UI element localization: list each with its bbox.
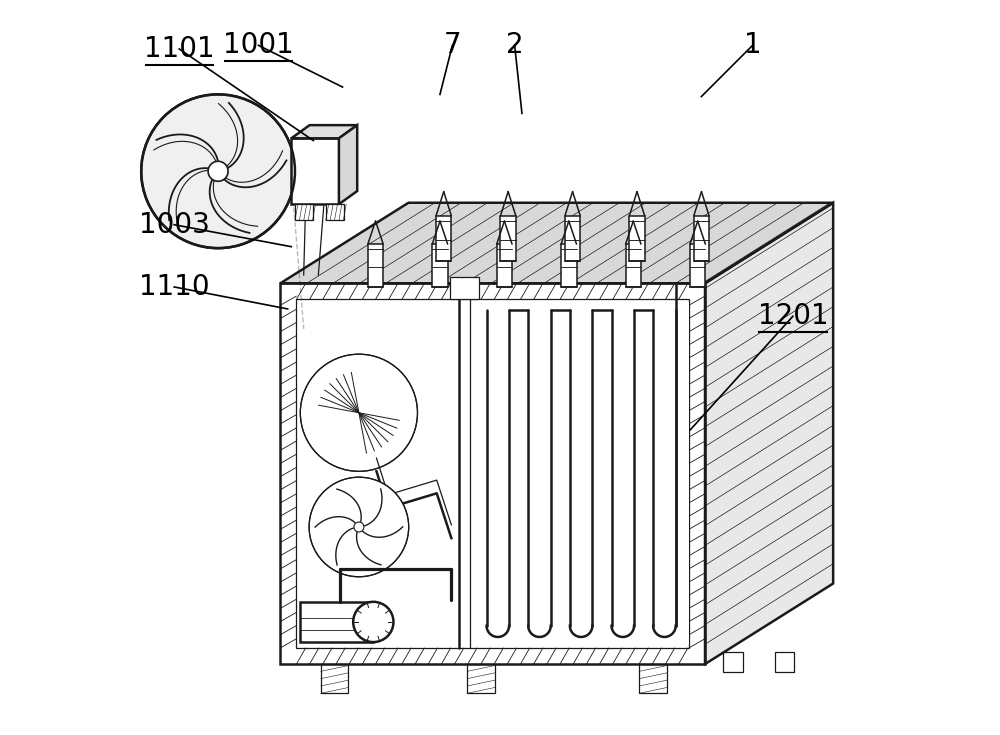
Text: 1110: 1110 — [139, 273, 209, 301]
Bar — [295, 204, 313, 220]
Text: 1003: 1003 — [139, 211, 210, 239]
Polygon shape — [497, 244, 512, 287]
Circle shape — [208, 161, 228, 182]
Bar — [639, 664, 667, 693]
Bar — [450, 277, 479, 299]
Polygon shape — [690, 244, 705, 287]
Polygon shape — [705, 203, 833, 664]
Bar — [321, 664, 348, 693]
Polygon shape — [473, 303, 689, 645]
Polygon shape — [368, 244, 383, 287]
Circle shape — [353, 602, 393, 642]
Circle shape — [309, 477, 409, 577]
Circle shape — [300, 354, 417, 471]
Polygon shape — [432, 244, 448, 287]
Polygon shape — [626, 244, 641, 287]
Bar — [326, 204, 344, 220]
Text: 1: 1 — [744, 32, 761, 60]
Bar — [723, 652, 743, 673]
Circle shape — [141, 94, 295, 248]
Polygon shape — [629, 216, 645, 261]
Polygon shape — [565, 216, 580, 261]
Bar — [467, 664, 495, 693]
Text: 1001: 1001 — [223, 32, 294, 60]
Text: 7: 7 — [444, 32, 461, 60]
Bar — [291, 138, 339, 204]
Text: 1101: 1101 — [144, 35, 215, 63]
Text: 2: 2 — [506, 32, 523, 60]
Bar — [300, 602, 373, 642]
Polygon shape — [561, 244, 577, 287]
Polygon shape — [280, 283, 705, 664]
Polygon shape — [291, 125, 357, 138]
Polygon shape — [436, 216, 451, 261]
Polygon shape — [500, 216, 516, 261]
Polygon shape — [339, 125, 357, 204]
Bar — [775, 652, 794, 673]
Polygon shape — [694, 216, 709, 261]
Polygon shape — [280, 203, 833, 283]
Text: 1201: 1201 — [758, 302, 828, 330]
